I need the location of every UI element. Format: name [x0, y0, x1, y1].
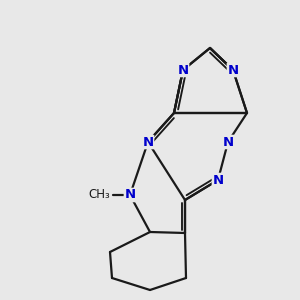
Text: CH₃: CH₃ — [88, 188, 110, 202]
Text: N: N — [222, 136, 234, 148]
Text: N: N — [124, 188, 136, 202]
Text: N: N — [177, 64, 189, 76]
Text: N: N — [212, 173, 224, 187]
Text: N: N — [142, 136, 154, 148]
Text: N: N — [227, 64, 239, 76]
